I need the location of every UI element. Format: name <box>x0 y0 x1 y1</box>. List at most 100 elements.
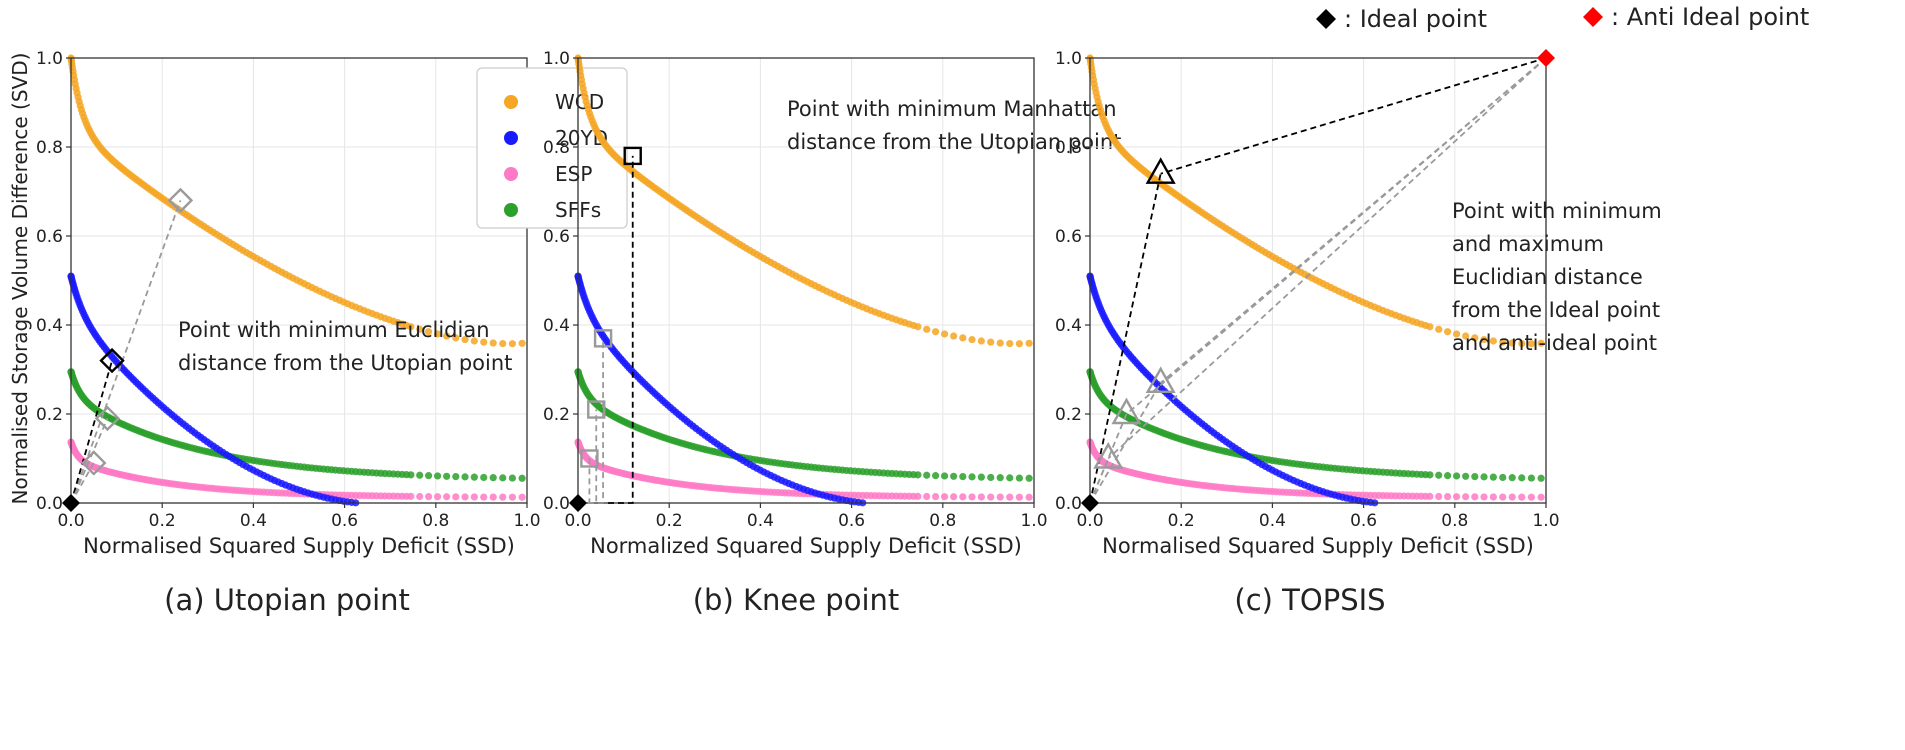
data-point-esp <box>508 493 516 501</box>
data-point-sffs <box>987 473 995 482</box>
data-point-sffs <box>940 472 949 480</box>
x-tick-label: 0.6 <box>331 511 358 531</box>
highlight-square-wcd <box>623 146 642 166</box>
highlight-square-esp <box>580 449 599 468</box>
data-point-wcd <box>1537 339 1545 347</box>
legend-marker-sffs <box>504 203 518 217</box>
data-point-wcd <box>1015 340 1023 348</box>
legend-marker-wcd <box>504 95 518 109</box>
data-point-esp <box>977 493 985 501</box>
panel-caption: (b) Knee point <box>693 583 900 617</box>
data-point-sffs <box>968 473 976 481</box>
y-tick-label: 0.0 <box>36 494 63 514</box>
data-point-wcd <box>977 337 985 345</box>
data-point-sffs <box>914 471 922 479</box>
data-point-esp <box>1527 493 1535 501</box>
data-point-esp <box>433 493 442 501</box>
y-axis-label: Normalised Storage Volume Difference (SV… <box>8 53 32 505</box>
data-point-esp <box>1471 493 1479 501</box>
data-point-esp <box>1537 493 1545 501</box>
data-point-esp <box>1462 493 1470 501</box>
x-tick-label: 1.0 <box>1532 511 1559 531</box>
y-tick-label: 0.6 <box>1055 227 1082 247</box>
data-point-sffs <box>407 471 415 479</box>
legend-label-esp: ESP <box>555 162 592 186</box>
y-tick-label: 0.8 <box>1055 138 1082 158</box>
data-point-wcd <box>914 323 922 331</box>
anti-ideal-point-legend-label: : Anti Ideal point <box>1611 3 1809 31</box>
data-point-wcd <box>1527 340 1535 348</box>
data-point-esp <box>416 492 424 501</box>
data-point-esp <box>932 492 940 501</box>
data-point-esp <box>940 493 949 501</box>
x-tick-label: 0.4 <box>747 511 774 531</box>
data-point-sffs <box>1537 474 1545 482</box>
ideal-distance-line <box>1089 413 1128 504</box>
panel-a: 0.0 0.2 0.4 0.6 0.8 1.00.00.20.40.60.81.0Norm… <box>8 49 628 617</box>
x-axis-label: Normalised Squared Supply Deficit (SSD) <box>83 534 515 558</box>
y-tick-label: 0.4 <box>543 316 570 336</box>
data-point-sffs <box>923 471 931 479</box>
anti-ideal-point-legend-marker <box>1583 7 1603 27</box>
data-point-sffs <box>1025 474 1033 482</box>
annotation-line: distance from the Utopian point <box>787 130 1121 154</box>
y-tick-label: 0.2 <box>36 405 63 425</box>
annotation-line: Point with minimum <box>1452 199 1662 223</box>
data-point-wcd <box>1480 335 1488 344</box>
data-point-sffs <box>1462 472 1470 480</box>
anti-ideal-distance-line <box>1125 57 1547 415</box>
data-point-esp <box>1444 492 1452 501</box>
data-point-esp <box>452 493 460 501</box>
data-point-wcd <box>950 332 958 340</box>
data-point-wcd <box>1471 334 1479 342</box>
panel-b: 0.0 0.2 0.4 0.6 0.8 1.0 0.0 0.2 0.4 0.6 0.8 1.0 Norm… <box>543 49 1121 617</box>
data-point-wcd <box>480 338 488 346</box>
data-point-sffs <box>1508 474 1516 482</box>
data-point-wcd <box>508 340 516 348</box>
data-point-esp <box>1015 493 1023 501</box>
data-point-esp <box>996 493 1004 501</box>
data-point-esp <box>1452 493 1461 501</box>
data-point-sffs <box>1444 472 1452 480</box>
data-point-wcd <box>940 330 949 338</box>
data-point-wcd <box>923 325 931 333</box>
y-tick-label: 0.4 <box>1055 316 1082 336</box>
ideal-distance-line <box>1089 458 1110 504</box>
x-tick-label: 1.0 <box>513 511 540 531</box>
data-point-esp <box>923 492 931 501</box>
data-point-wcd <box>1435 325 1443 333</box>
annotation-line: from the Ideal point <box>1452 298 1660 322</box>
ideal-distance-line <box>1089 173 1162 504</box>
manhattan-line <box>578 338 604 504</box>
data-point-wcd <box>452 334 460 342</box>
x-tick-label: 0.0 <box>1076 511 1103 531</box>
annotation-line: Euclidian distance <box>1452 265 1643 289</box>
data-point-sffs <box>1518 474 1526 482</box>
x-tick-label: 0.8 <box>422 511 449 531</box>
data-point-sffs <box>470 473 478 481</box>
distance-line <box>70 462 95 504</box>
data-point-esp <box>950 493 958 501</box>
highlight-triangle-esp <box>1093 442 1124 469</box>
y-tick-label: 0.6 <box>36 227 63 247</box>
data-point-sffs <box>959 472 967 481</box>
data-point-wcd <box>433 330 442 338</box>
data-point-sffs <box>1015 474 1023 482</box>
ideal-point-legend-label: : Ideal point <box>1344 5 1487 33</box>
data-point-esp <box>1426 492 1434 500</box>
data-point-sffs <box>416 471 424 479</box>
data-point-wcd <box>425 328 433 336</box>
top-legend: : Ideal point : Anti Ideal point <box>1316 3 1809 33</box>
annotation-line: and anti-ideal point <box>1452 331 1657 355</box>
data-point-sffs <box>433 472 442 480</box>
distance-line <box>70 200 182 504</box>
data-point-wcd <box>932 328 940 336</box>
highlight-diamond-wcd <box>167 187 194 214</box>
highlight-diamond-sffs <box>94 405 121 432</box>
distance-line <box>70 418 109 504</box>
data-point-esp <box>968 493 976 501</box>
data-point-sffs <box>1527 474 1535 482</box>
highlight-diamond-esp <box>81 450 107 476</box>
x-tick-label: 0.2 <box>1168 511 1195 531</box>
data-point-wcd <box>489 339 497 347</box>
